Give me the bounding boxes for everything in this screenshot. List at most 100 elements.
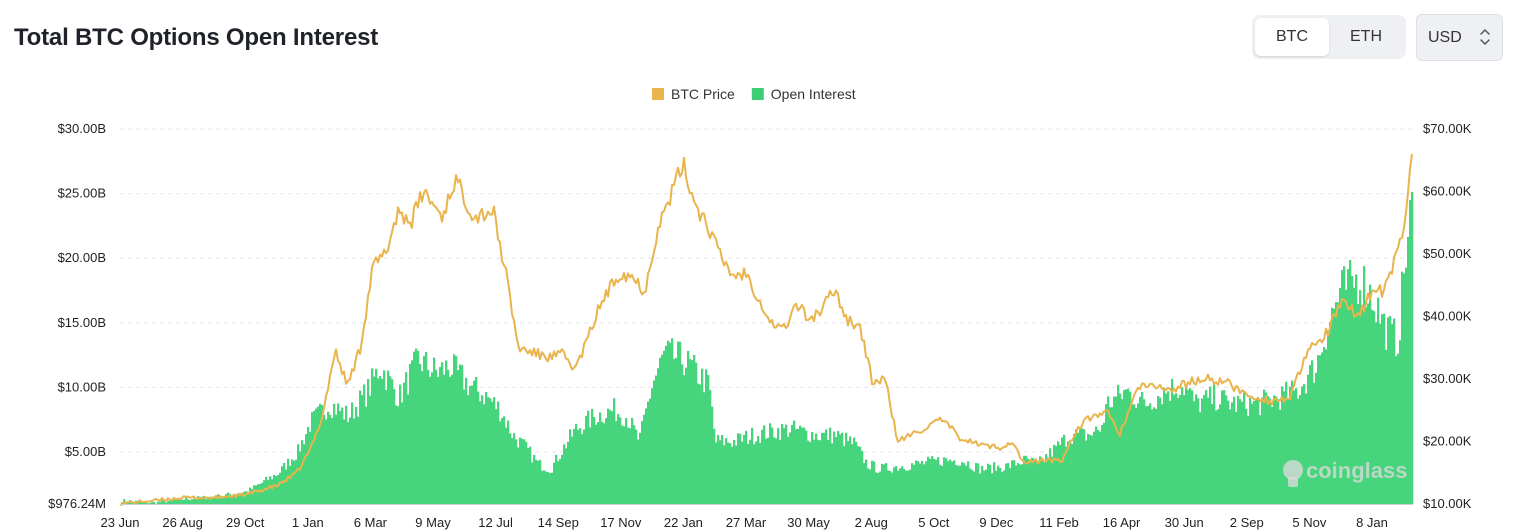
oi-bar — [841, 432, 844, 504]
oi-bar — [1217, 409, 1220, 504]
oi-bar — [1293, 390, 1296, 504]
y-right-tick-label: $10.00K — [1423, 496, 1472, 511]
oi-bar — [1141, 391, 1144, 504]
oi-bar — [847, 440, 850, 504]
oi-bar — [193, 498, 196, 504]
oi-bar — [479, 401, 482, 504]
oi-bar — [1335, 302, 1338, 504]
oi-bar — [977, 463, 980, 504]
oi-bar — [269, 476, 272, 504]
oi-bar — [1185, 386, 1188, 504]
y-right-tick-label: $70.00K — [1423, 121, 1472, 136]
oi-bar — [503, 416, 506, 504]
oi-bar — [1239, 399, 1242, 504]
oi-bar — [1359, 290, 1362, 504]
oi-bar — [721, 435, 724, 504]
oi-bar — [633, 425, 636, 504]
oi-bar — [923, 464, 926, 504]
oi-bar — [1299, 394, 1302, 504]
oi-bar — [1163, 387, 1166, 504]
oi-bar — [429, 376, 432, 504]
currency-select[interactable]: USD — [1416, 14, 1503, 61]
oi-bar — [531, 462, 534, 504]
oi-bar — [703, 392, 706, 504]
oi-bar — [159, 502, 162, 504]
oi-bar — [1223, 390, 1226, 504]
oi-bar — [467, 395, 470, 504]
oi-bar — [867, 468, 870, 504]
oi-bar — [1307, 374, 1310, 504]
coinglass-watermark: coinglass — [1283, 458, 1407, 487]
oi-bar — [215, 497, 218, 504]
oi-bar — [1175, 393, 1178, 504]
oi-bar — [869, 469, 872, 504]
oi-bar — [1341, 270, 1344, 504]
oi-bar — [561, 454, 564, 504]
oi-bar — [1133, 404, 1136, 504]
oi-bar — [1213, 384, 1216, 504]
oi-bar — [747, 443, 750, 504]
oi-bar — [1365, 307, 1368, 504]
oi-bar — [555, 454, 558, 504]
oi-bar — [763, 425, 766, 504]
oi-bar — [1277, 399, 1280, 504]
oi-bar — [993, 462, 996, 504]
oi-bar — [853, 437, 856, 504]
x-tick-label: 5 Nov — [1292, 515, 1326, 530]
oi-bar — [1057, 441, 1060, 504]
oi-bar — [1151, 409, 1154, 504]
oi-bar — [621, 425, 624, 504]
oi-bar — [661, 354, 664, 504]
oi-bar — [623, 426, 626, 504]
oi-bar — [211, 496, 214, 504]
oi-bar — [1329, 322, 1332, 504]
oi-bar — [401, 402, 404, 504]
oi-bar — [1025, 455, 1028, 504]
oi-bar — [645, 408, 648, 504]
oi-bar — [1199, 412, 1202, 504]
oi-bar — [1345, 289, 1348, 504]
oi-bar — [1171, 378, 1174, 504]
oi-bar — [901, 466, 904, 504]
oi-bar — [663, 350, 666, 504]
oi-bar — [1017, 463, 1020, 504]
oi-bar — [711, 406, 714, 504]
oi-bar — [879, 471, 882, 504]
oi-bar — [1065, 446, 1068, 504]
oi-bar — [567, 441, 570, 504]
oi-bar — [705, 369, 708, 504]
oi-bar — [1155, 408, 1158, 504]
oi-bar — [465, 377, 468, 504]
watermark-text: coinglass — [1306, 458, 1407, 483]
oi-bar — [597, 422, 600, 504]
x-tick-label: 14 Sep — [538, 515, 579, 530]
oi-bar — [1037, 460, 1040, 504]
oi-bar — [1231, 402, 1234, 504]
oi-bar — [1339, 288, 1342, 504]
oi-bar — [717, 435, 720, 504]
oi-bar — [1251, 403, 1254, 504]
oi-bar — [1059, 445, 1062, 504]
oi-bar — [1347, 269, 1350, 504]
tab-eth[interactable]: ETH — [1350, 28, 1382, 45]
oi-bar — [829, 427, 832, 504]
oi-bar — [389, 376, 392, 504]
oi-bar — [319, 403, 322, 504]
oi-bar — [363, 384, 366, 504]
oi-bar — [1245, 408, 1248, 504]
oi-bar — [1325, 349, 1328, 504]
tab-btc[interactable]: BTC — [1255, 18, 1329, 56]
oi-bar — [831, 443, 834, 504]
oi-bar — [967, 461, 970, 504]
oi-bar — [689, 359, 692, 504]
oi-bar — [461, 365, 464, 504]
oi-bar — [1363, 266, 1366, 504]
y-left-tick-label: $15.00B — [58, 315, 106, 330]
oi-bar — [1311, 360, 1314, 504]
oi-bar — [1377, 297, 1380, 504]
oi-bar — [305, 434, 308, 504]
oi-bar — [897, 470, 900, 504]
oi-bar — [789, 432, 792, 504]
oi-bar — [1091, 435, 1094, 504]
oi-bar — [1153, 407, 1156, 504]
